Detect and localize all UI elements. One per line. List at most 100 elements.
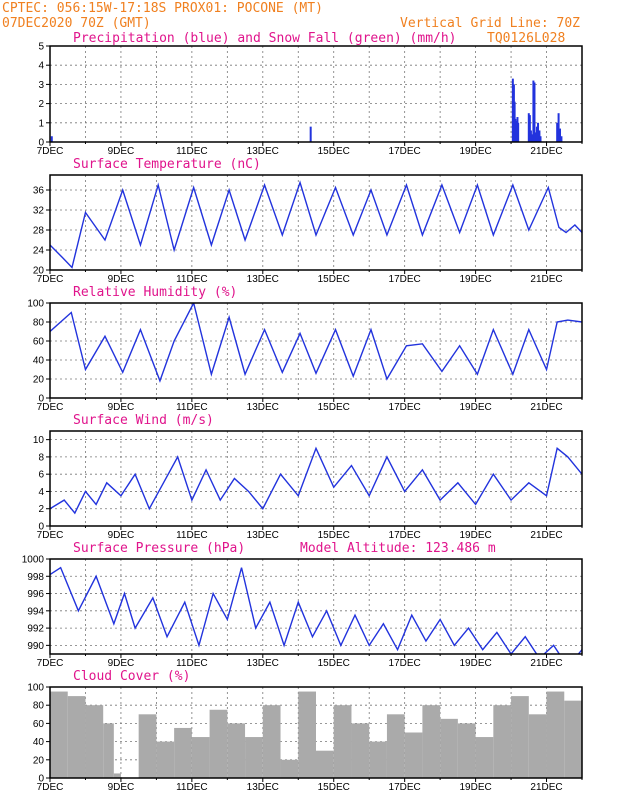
y-tick-label: 40	[33, 356, 45, 367]
y-tick-label: 8	[38, 452, 44, 463]
x-tick-label: 17DEC	[389, 274, 421, 285]
x-tick-label: 9DEC	[108, 402, 135, 413]
x-tick-label: 7DEC	[37, 402, 64, 413]
x-tick-label: 21DEC	[530, 658, 562, 669]
precip-bar	[559, 128, 562, 142]
y-tick-label: 60	[33, 719, 45, 730]
x-tick-label: 15DEC	[318, 530, 350, 541]
x-tick-label: 9DEC	[108, 146, 135, 157]
series-line	[50, 446, 582, 515]
panel-subtitle-altitude: Model Altitude: 123.486 m	[300, 541, 496, 556]
data-layer	[50, 446, 582, 515]
x-tick-label: 15DEC	[318, 274, 350, 285]
x-tick-label: 21DEC	[530, 146, 562, 157]
y-tick-label: 20	[33, 375, 45, 386]
cloud-bar	[351, 723, 370, 778]
cloud-bar	[191, 737, 210, 778]
y-tick-label: 1000	[22, 555, 45, 566]
y-tick-label: 80	[33, 701, 45, 712]
cloud-bar	[113, 773, 121, 778]
y-tick-label: 5	[38, 42, 44, 53]
panel-title-pressure: Surface Pressure (hPa)	[73, 541, 245, 556]
precip-bar	[514, 118, 517, 142]
series-line	[50, 303, 582, 383]
panel-5: 0 20 40 60 80 100 7DEC 9DEC 11DEC 13DEC 15DEC 17DEC…	[27, 683, 583, 793]
header-line2: 07DEC2020 70Z (GMT)	[2, 16, 151, 31]
panel-frame	[49, 430, 583, 527]
y-tick-label: 996	[27, 589, 44, 600]
y-tick-label: 994	[27, 606, 44, 617]
y-tick-label: 6	[38, 470, 44, 481]
cloud-bar	[298, 691, 316, 778]
y-tick-label: 60	[33, 337, 45, 348]
y-tick-label: 0	[38, 522, 44, 533]
cloud-bar	[174, 727, 192, 778]
panel-0: 0 1 2 3 4 5 7DEC 9DEC 11DEC 13DEC 15DEC 17DEC 19DEC 2…	[37, 42, 583, 157]
y-tick-label: 24	[33, 246, 45, 257]
x-tick-label: 13DEC	[247, 274, 279, 285]
precip-bar	[531, 134, 534, 142]
cloud-bar	[528, 714, 547, 778]
panel-1: 20 24 28 32 36 7DEC 9DEC 11DEC 13DEC 15DEC 17DEC 19…	[33, 174, 583, 285]
precip-bar	[515, 120, 518, 142]
cloud-bar	[85, 705, 104, 778]
panel-title-wind: Surface Wind (m/s)	[73, 413, 214, 428]
y-tick-label: 0	[38, 394, 44, 405]
precip-bar	[517, 122, 520, 142]
precip-bar	[528, 115, 531, 142]
precip-bar	[529, 130, 532, 142]
x-tick-label: 9DEC	[108, 530, 135, 541]
y-tick-label: 28	[33, 226, 45, 237]
precip-bar	[537, 122, 540, 142]
precip-bar	[557, 113, 560, 142]
y-tick-label: 1	[38, 118, 44, 129]
x-tick-label: 19DEC	[459, 274, 491, 285]
cloud-bar	[404, 732, 423, 778]
x-tick-label: 9DEC	[108, 782, 135, 793]
cloud-bar	[156, 741, 175, 778]
panel-frame	[49, 302, 583, 399]
data-layer	[50, 691, 582, 778]
cloud-bar	[262, 705, 281, 778]
x-tick-label: 7DEC	[37, 146, 64, 157]
x-tick-label: 11DEC	[176, 658, 208, 669]
data-layer	[50, 566, 582, 654]
x-tick-label: 7DEC	[37, 274, 64, 285]
y-tick-label: 10	[33, 435, 45, 446]
precip-bar	[532, 80, 535, 142]
header-code: TQ0126L028	[487, 31, 565, 46]
x-tick-label: 11DEC	[176, 402, 208, 413]
panel-frame	[49, 686, 583, 779]
cloud-bar	[475, 737, 494, 778]
y-tick-label: 998	[27, 572, 44, 583]
y-tick-label: 990	[27, 641, 44, 652]
panel-title-precip: Precipitation (blue) and Snow Fall (gree…	[73, 31, 457, 46]
x-tick-label: 9DEC	[108, 658, 135, 669]
cloud-bar	[67, 696, 86, 778]
y-tick-label: 0	[38, 774, 44, 785]
panel-title-cloud: Cloud Cover (%)	[73, 669, 190, 684]
x-tick-label: 11DEC	[176, 146, 208, 157]
data-layer	[50, 303, 582, 383]
cloud-bar	[422, 705, 441, 778]
y-tick-label: 80	[33, 318, 45, 329]
y-tick-label: 36	[33, 186, 45, 197]
x-tick-label: 11DEC	[176, 274, 208, 285]
precip-bar	[539, 136, 542, 142]
series-line	[50, 180, 582, 269]
cloud-bar	[369, 741, 387, 778]
x-tick-label: 15DEC	[318, 782, 350, 793]
precip-bar	[309, 126, 312, 142]
panel-4: 990 992 994 996 998 1000 7DEC 9DEC 11DEC 13DEC 15D…	[22, 555, 583, 669]
cloud-bar	[457, 723, 476, 778]
x-tick-label: 15DEC	[318, 146, 350, 157]
panel-2: 0 20 40 60 80 100 7DEC 9DEC 11DEC 13DEC 15DEC 17DEC…	[27, 299, 583, 413]
x-tick-label: 19DEC	[459, 146, 491, 157]
y-tick-label: 20	[33, 755, 45, 766]
panel-frame	[49, 45, 583, 143]
panel-title-temp: Surface Temperature (nC)	[73, 157, 261, 172]
precip-bar	[538, 130, 541, 142]
y-tick-label: 2	[38, 504, 44, 515]
